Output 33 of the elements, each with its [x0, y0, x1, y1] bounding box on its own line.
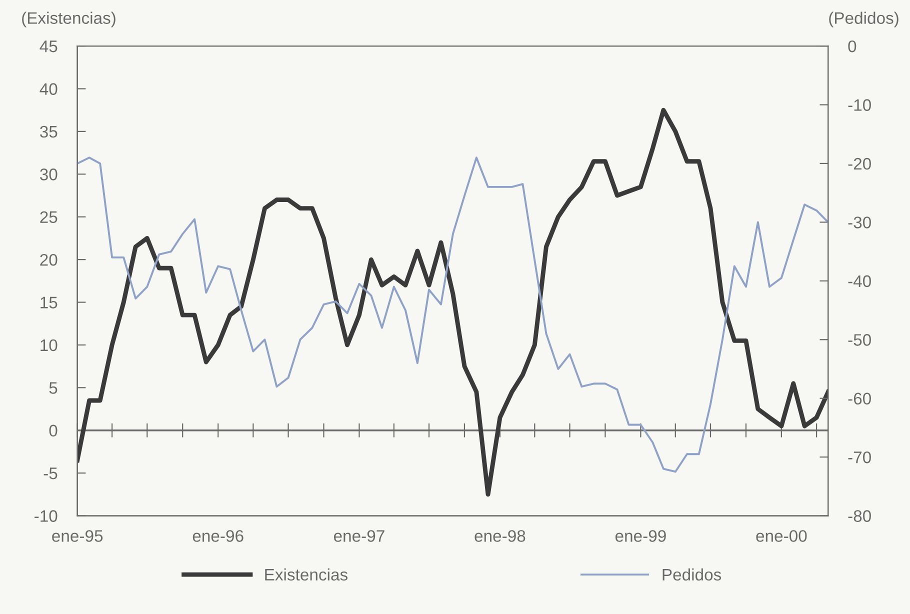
y-tick-label: -10	[34, 510, 58, 522]
x-tick-label: ene-97	[334, 530, 384, 542]
line-series	[77, 108, 828, 497]
y-tick-label: 10	[40, 339, 58, 352]
y-tick-label: 20	[40, 254, 58, 266]
x-tick-label: ene-95	[52, 530, 103, 542]
x-tick-label: ene-99	[615, 530, 666, 542]
y2-axis-title: (Pedidos)	[829, 12, 898, 28]
line-series	[77, 156, 828, 473]
x-tick-label: ene-96	[192, 530, 244, 542]
y-tick-label: 15	[40, 296, 58, 308]
x-tick-label: ene-98	[474, 530, 526, 542]
y-tick-label: -5	[44, 468, 58, 480]
y-tick-label: 40	[40, 83, 58, 95]
y2-tick-label: -40	[848, 275, 871, 288]
y-axis-title: (Existencias)	[22, 12, 116, 28]
y-tick-label: 25	[40, 211, 58, 224]
y-tick-label: 35	[40, 126, 58, 138]
y2-tick-label: -60	[848, 392, 871, 405]
y-tick-label: 30	[40, 168, 58, 180]
y2-tick-label: -30	[848, 216, 871, 228]
y-tick-label: 0	[49, 424, 58, 437]
y2-tick-label: -20	[848, 158, 871, 170]
legend-label: Pedidos	[662, 568, 722, 581]
y-tick-label: 45	[40, 40, 58, 52]
y2-tick-label: -10	[848, 99, 871, 111]
y-tick-label: 5	[49, 382, 58, 394]
y2-tick-label: -50	[848, 334, 871, 346]
y2-tick-label: -80	[848, 510, 871, 522]
legend-label: Existencias	[265, 568, 348, 581]
x-tick-label: ene-00	[756, 530, 807, 542]
y2-tick-label: -70	[848, 451, 871, 464]
y2-tick-label: 0	[848, 40, 856, 52]
